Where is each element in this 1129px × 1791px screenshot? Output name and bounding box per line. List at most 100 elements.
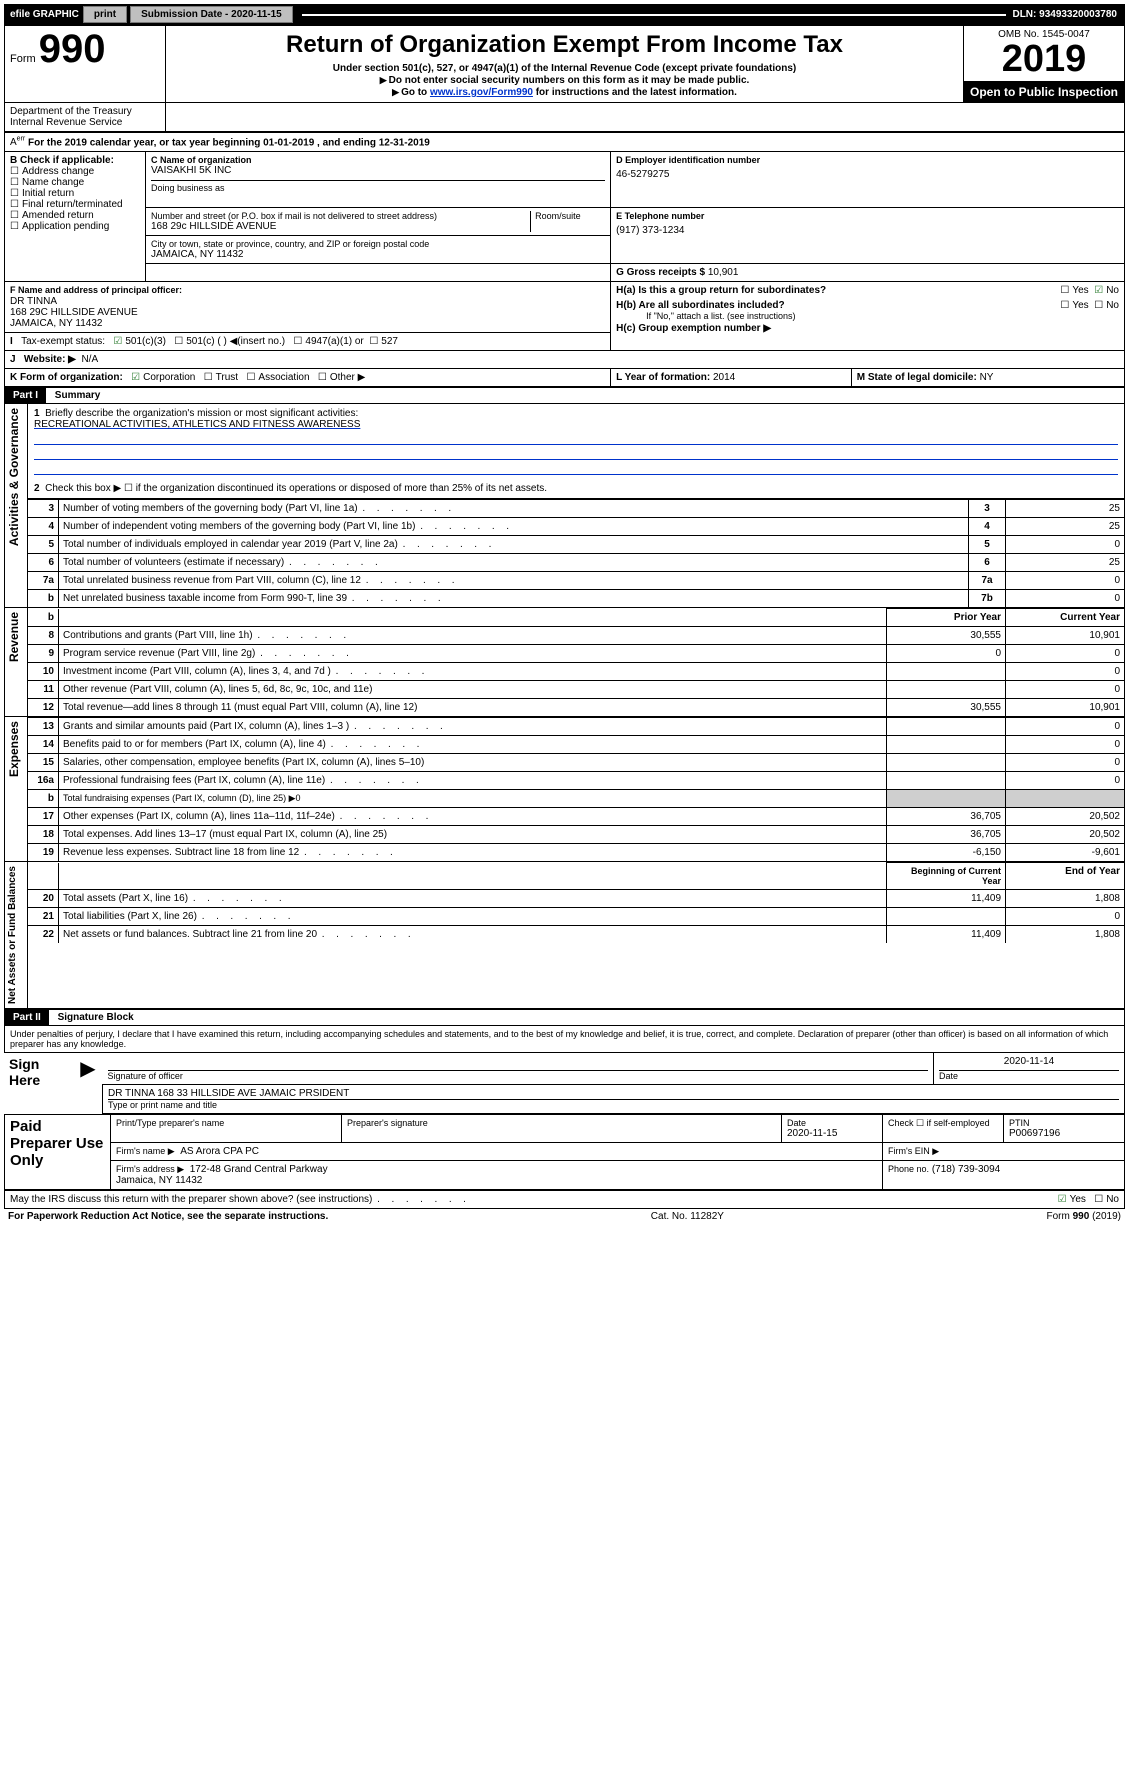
chk-corp[interactable] xyxy=(131,372,143,383)
treasury-dept: Department of the Treasury Internal Reve… xyxy=(5,103,166,132)
chk-application-pending[interactable]: Application pending xyxy=(10,221,140,232)
subtitle-2: Do not enter social security numbers on … xyxy=(171,75,958,86)
m-label: M State of legal domicile: xyxy=(857,372,977,383)
firm-name-label: Firm's name ▶ xyxy=(116,1146,175,1156)
d-ein-label: D Employer identification number xyxy=(616,155,1119,165)
chk-501c3[interactable] xyxy=(113,336,125,347)
chk-4947[interactable] xyxy=(293,336,305,347)
line-5-val: 0 xyxy=(1006,536,1125,554)
side-netassets: Net Assets or Fund Balances xyxy=(5,862,20,1008)
gov-lines: 3Number of voting members of the governi… xyxy=(28,499,1124,607)
sign-arrow-icon: ▶ xyxy=(74,1053,103,1114)
self-employed[interactable]: Check ☐ if self-employed xyxy=(883,1115,1004,1143)
line-18-text: Total expenses. Add lines 13–17 (must eq… xyxy=(59,826,887,844)
line-14-text: Benefits paid to or for members (Part IX… xyxy=(59,736,887,754)
chk-address-change[interactable]: Address change xyxy=(10,166,140,177)
chk-trust[interactable] xyxy=(204,372,216,383)
irs-link[interactable]: www.irs.gov/Form990 xyxy=(430,87,533,98)
paid-preparer-block: Paid Preparer Use Only Print/Type prepar… xyxy=(4,1114,1125,1190)
line-3-val: 25 xyxy=(1006,500,1125,518)
efile-label: efile GRAPHIC xyxy=(10,9,79,20)
tax-year: 2019 xyxy=(969,40,1119,78)
open-public-badge: Open to Public Inspection xyxy=(964,82,1125,103)
year-formation: 2014 xyxy=(713,372,735,383)
prep-date: 2020-11-15 xyxy=(787,1128,877,1139)
i-label: I xyxy=(10,336,21,347)
sig-date: 2020-11-14 xyxy=(939,1056,1119,1071)
line-17-text: Other expenses (Part IX, column (A), lin… xyxy=(59,808,887,826)
officer-address: 168 29C HILLSIDE AVENUE JAMAICA, NY 1143… xyxy=(10,307,138,329)
line-13-text: Grants and similar amounts paid (Part IX… xyxy=(59,718,887,736)
addr-label: Number and street (or P.O. box if mail i… xyxy=(151,211,530,221)
line-3-text: Number of voting members of the governin… xyxy=(59,500,969,518)
col-prior: Prior Year xyxy=(887,609,1006,627)
chk-final-return[interactable]: Final return/terminated xyxy=(10,199,140,210)
netasset-lines: Beginning of Current YearEnd of Year 20T… xyxy=(28,862,1124,943)
hb-no[interactable] xyxy=(1094,300,1106,311)
hb-yes[interactable] xyxy=(1060,300,1072,311)
expense-lines: 13Grants and similar amounts paid (Part … xyxy=(28,717,1124,861)
part-i: Part I Summary Activities & Governance 1… xyxy=(4,387,1125,1009)
side-expenses: Expenses xyxy=(5,717,23,781)
line-10-text: Investment income (Part VIII, column (A)… xyxy=(59,663,887,681)
ein-value: 46-5279275 xyxy=(616,169,1119,180)
chk-amended-return[interactable]: Amended return xyxy=(10,210,140,221)
part-ii-title: Signature Block xyxy=(52,1010,140,1025)
header-fields: Aerr For the 2019 calendar year, or tax … xyxy=(4,132,1125,387)
firm-addr-label: Firm's address ▶ xyxy=(116,1164,184,1174)
line-16a-text: Professional fundraising fees (Part IX, … xyxy=(59,772,887,790)
gross-receipts: 10,901 xyxy=(708,267,739,278)
line-11-text: Other revenue (Part VIII, column (A), li… xyxy=(59,681,887,699)
ha-yes[interactable] xyxy=(1060,285,1072,296)
line-5-text: Total number of individuals employed in … xyxy=(59,536,969,554)
line-19-text: Revenue less expenses. Subtract line 18 … xyxy=(59,844,887,862)
perjury-statement: Under penalties of perjury, I declare th… xyxy=(5,1026,1125,1053)
chk-name-change[interactable]: Name change xyxy=(10,177,140,188)
submission-date-button[interactable]: Submission Date - 2020-11-15 xyxy=(130,6,293,23)
side-revenue: Revenue xyxy=(5,608,23,666)
form-ref: Form 990 (2019) xyxy=(1047,1211,1121,1222)
discuss-no[interactable] xyxy=(1094,1194,1106,1205)
ha-no[interactable] xyxy=(1094,285,1106,296)
firm-ein-label: Firm's EIN ▶ xyxy=(888,1146,939,1156)
line-8-text: Contributions and grants (Part VIII, lin… xyxy=(59,627,887,645)
hb-note: If "No," attach a list. (see instruction… xyxy=(646,311,1119,321)
line-7b-val: 0 xyxy=(1006,590,1125,608)
ptin-label: PTIN xyxy=(1009,1118,1119,1128)
b-label: B Check if applicable: xyxy=(10,155,140,166)
l-label: L Year of formation: xyxy=(616,372,710,383)
officer-name: DR TINNA xyxy=(10,296,57,307)
chk-501c[interactable] xyxy=(174,336,186,347)
chk-assoc[interactable] xyxy=(246,372,258,383)
form-number: Form 990 xyxy=(10,29,160,69)
top-bar: efile GRAPHIC print Submission Date - 20… xyxy=(4,4,1125,25)
line-20-text: Total assets (Part X, line 16) xyxy=(59,890,887,908)
org-name: VAISAKHI 5K INC xyxy=(151,165,605,176)
print-button[interactable]: print xyxy=(83,6,127,23)
line-9-text: Program service revenue (Part VIII, line… xyxy=(59,645,887,663)
chk-initial-return[interactable]: Initial return xyxy=(10,188,140,199)
part-ii: Part II Signature Block Under penalties … xyxy=(4,1009,1125,1053)
city-label: City or town, state or province, country… xyxy=(151,239,605,249)
sig-date-label: Date xyxy=(939,1071,1119,1081)
h-b: H(b) Are all subordinates included? Yes … xyxy=(616,300,1119,311)
sig-officer-label: Signature of officer xyxy=(108,1071,929,1081)
form-title: Return of Organization Exempt From Incom… xyxy=(171,31,958,59)
line-21-text: Total liabilities (Part X, line 26) xyxy=(59,908,887,926)
line-22-text: Net assets or fund balances. Subtract li… xyxy=(59,926,887,944)
line-15-text: Salaries, other compensation, employee b… xyxy=(59,754,887,772)
line-4-val: 25 xyxy=(1006,518,1125,536)
e-phone-label: E Telephone number xyxy=(616,211,1119,221)
top-bar-divider xyxy=(302,14,1007,16)
phone-value: (917) 373-1234 xyxy=(616,225,1119,236)
discuss-yes[interactable] xyxy=(1058,1194,1070,1205)
line-7a-val: 0 xyxy=(1006,572,1125,590)
col-end: End of Year xyxy=(1006,863,1125,890)
cat-no: Cat. No. 11282Y xyxy=(651,1211,724,1222)
website-value: N/A xyxy=(81,354,98,365)
chk-other[interactable] xyxy=(318,372,330,383)
firm-name: AS Arora CPA PC xyxy=(180,1146,259,1157)
part-i-header: Part I xyxy=(5,388,46,403)
chk-527[interactable] xyxy=(369,336,381,347)
line-6-val: 25 xyxy=(1006,554,1125,572)
